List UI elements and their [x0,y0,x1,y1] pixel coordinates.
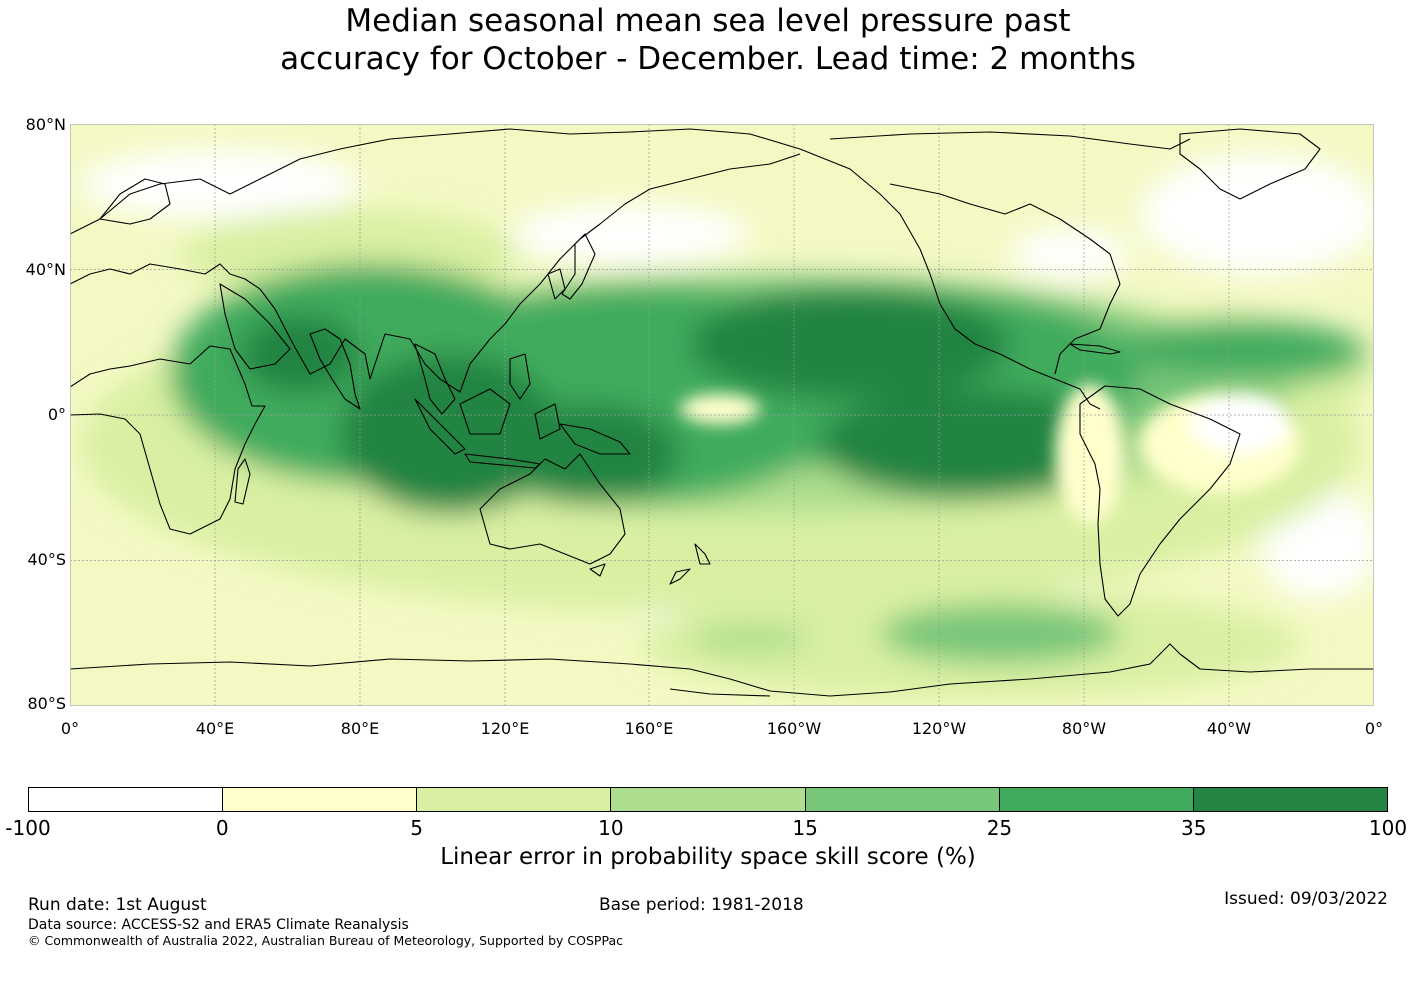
base-period: Base period: 1981-2018 [599,895,804,915]
colorbar-label: Linear error in probability space skill … [440,844,976,870]
colorbar-segment [223,788,418,811]
lat-label-equator: 0° [47,405,66,424]
map-panel[interactable]: 80°N 40°N 0° 40°S 80°S 0° 40°E 80°E 120°… [26,116,1383,738]
colorbar-tick-label: 25 [986,816,1013,840]
colorbar-tick-label: 5 [410,816,423,840]
colorbar-segment [1193,788,1387,811]
lat-label-80s: 80°S [27,694,66,713]
graticule [70,124,1374,706]
lon-label-120w: 120°W [911,719,967,738]
colorbar [28,787,1388,812]
lon-label-0-end: 0° [1364,719,1384,738]
skill-field-detail [680,384,1300,524]
lon-label-0: 0° [60,719,80,738]
colorbar-tick-label: 10 [598,816,624,840]
copyright: © Commonwealth of Australia 2022, Austra… [28,933,623,948]
colorbar-segment [417,788,612,811]
colorbar-segment [611,788,806,811]
title-line-2: accuracy for October - December. Lead ti… [280,41,1136,77]
lon-label-40e: 40°E [195,719,235,738]
lat-label-40n: 40°N [25,260,66,279]
skill-field [80,149,1374,699]
lat-label-40s: 40°S [27,550,66,569]
lon-label-80e: 80°E [340,719,380,738]
skill-score-map[interactable] [70,124,1374,706]
colorbar-tick-label: -100 [5,816,51,840]
lon-label-80w: 80°W [1061,719,1107,738]
data-source: Data source: ACCESS-S2 and ERA5 Climate … [28,917,409,933]
colorbar-tick-label: 0 [215,816,229,840]
issued-date: Issued: 09/03/2022 [1224,889,1388,909]
lon-label-120e: 120°E [480,719,530,738]
lon-label-160w: 160°W [766,719,822,738]
colorbar-segment [29,788,224,811]
lat-label-80n: 80°N [25,115,66,134]
lon-label-40w: 40°W [1206,719,1252,738]
title-line-1: Median seasonal mean sea level pressure … [345,3,1071,39]
colorbar-segment [805,788,1000,811]
colorbar-tick-label: 35 [1180,816,1207,840]
map-title: Median seasonal mean sea level pressure … [0,2,1416,78]
colorbar-tick-label: 15 [792,816,818,840]
colorbar-tick-label: 100 [1368,816,1408,840]
run-date: Run date: 1st August [28,895,207,915]
coastlines [70,128,1374,697]
lon-label-160e: 160°E [624,719,674,738]
colorbar-segment [999,788,1194,811]
